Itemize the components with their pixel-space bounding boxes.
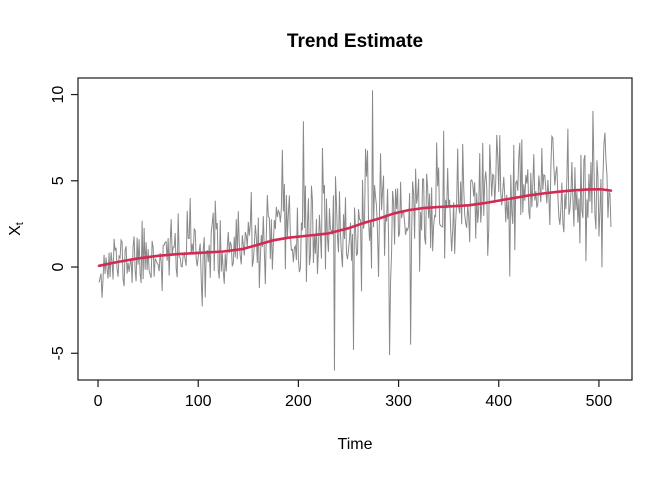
x-axis: 0 100 200 300 400 500 — [94, 380, 613, 410]
observed-series-line — [98, 90, 612, 371]
y-tick-label: 5 — [50, 176, 67, 185]
y-axis: -5 0 5 10 — [50, 86, 78, 360]
x-tick-label: 100 — [185, 393, 212, 410]
x-tick-label: 400 — [485, 393, 512, 410]
plot-box — [77, 77, 633, 381]
y-axis-label-main: X — [7, 225, 24, 236]
chart-title: Trend Estimate — [287, 31, 423, 52]
x-tick-label: 200 — [285, 393, 312, 410]
y-axis-label-subscript: t — [14, 222, 26, 225]
x-tick-label: 500 — [586, 393, 613, 410]
trend-line — [97, 187, 613, 268]
x-tick-label: 300 — [385, 393, 412, 410]
y-tick-label: -5 — [50, 346, 67, 360]
x-axis-label: Time — [338, 436, 373, 453]
y-axis-label: Xt — [7, 222, 26, 236]
x-tick-label: 0 — [94, 393, 103, 410]
y-tick-label: 10 — [50, 86, 67, 104]
y-tick-label: 0 — [50, 262, 67, 271]
